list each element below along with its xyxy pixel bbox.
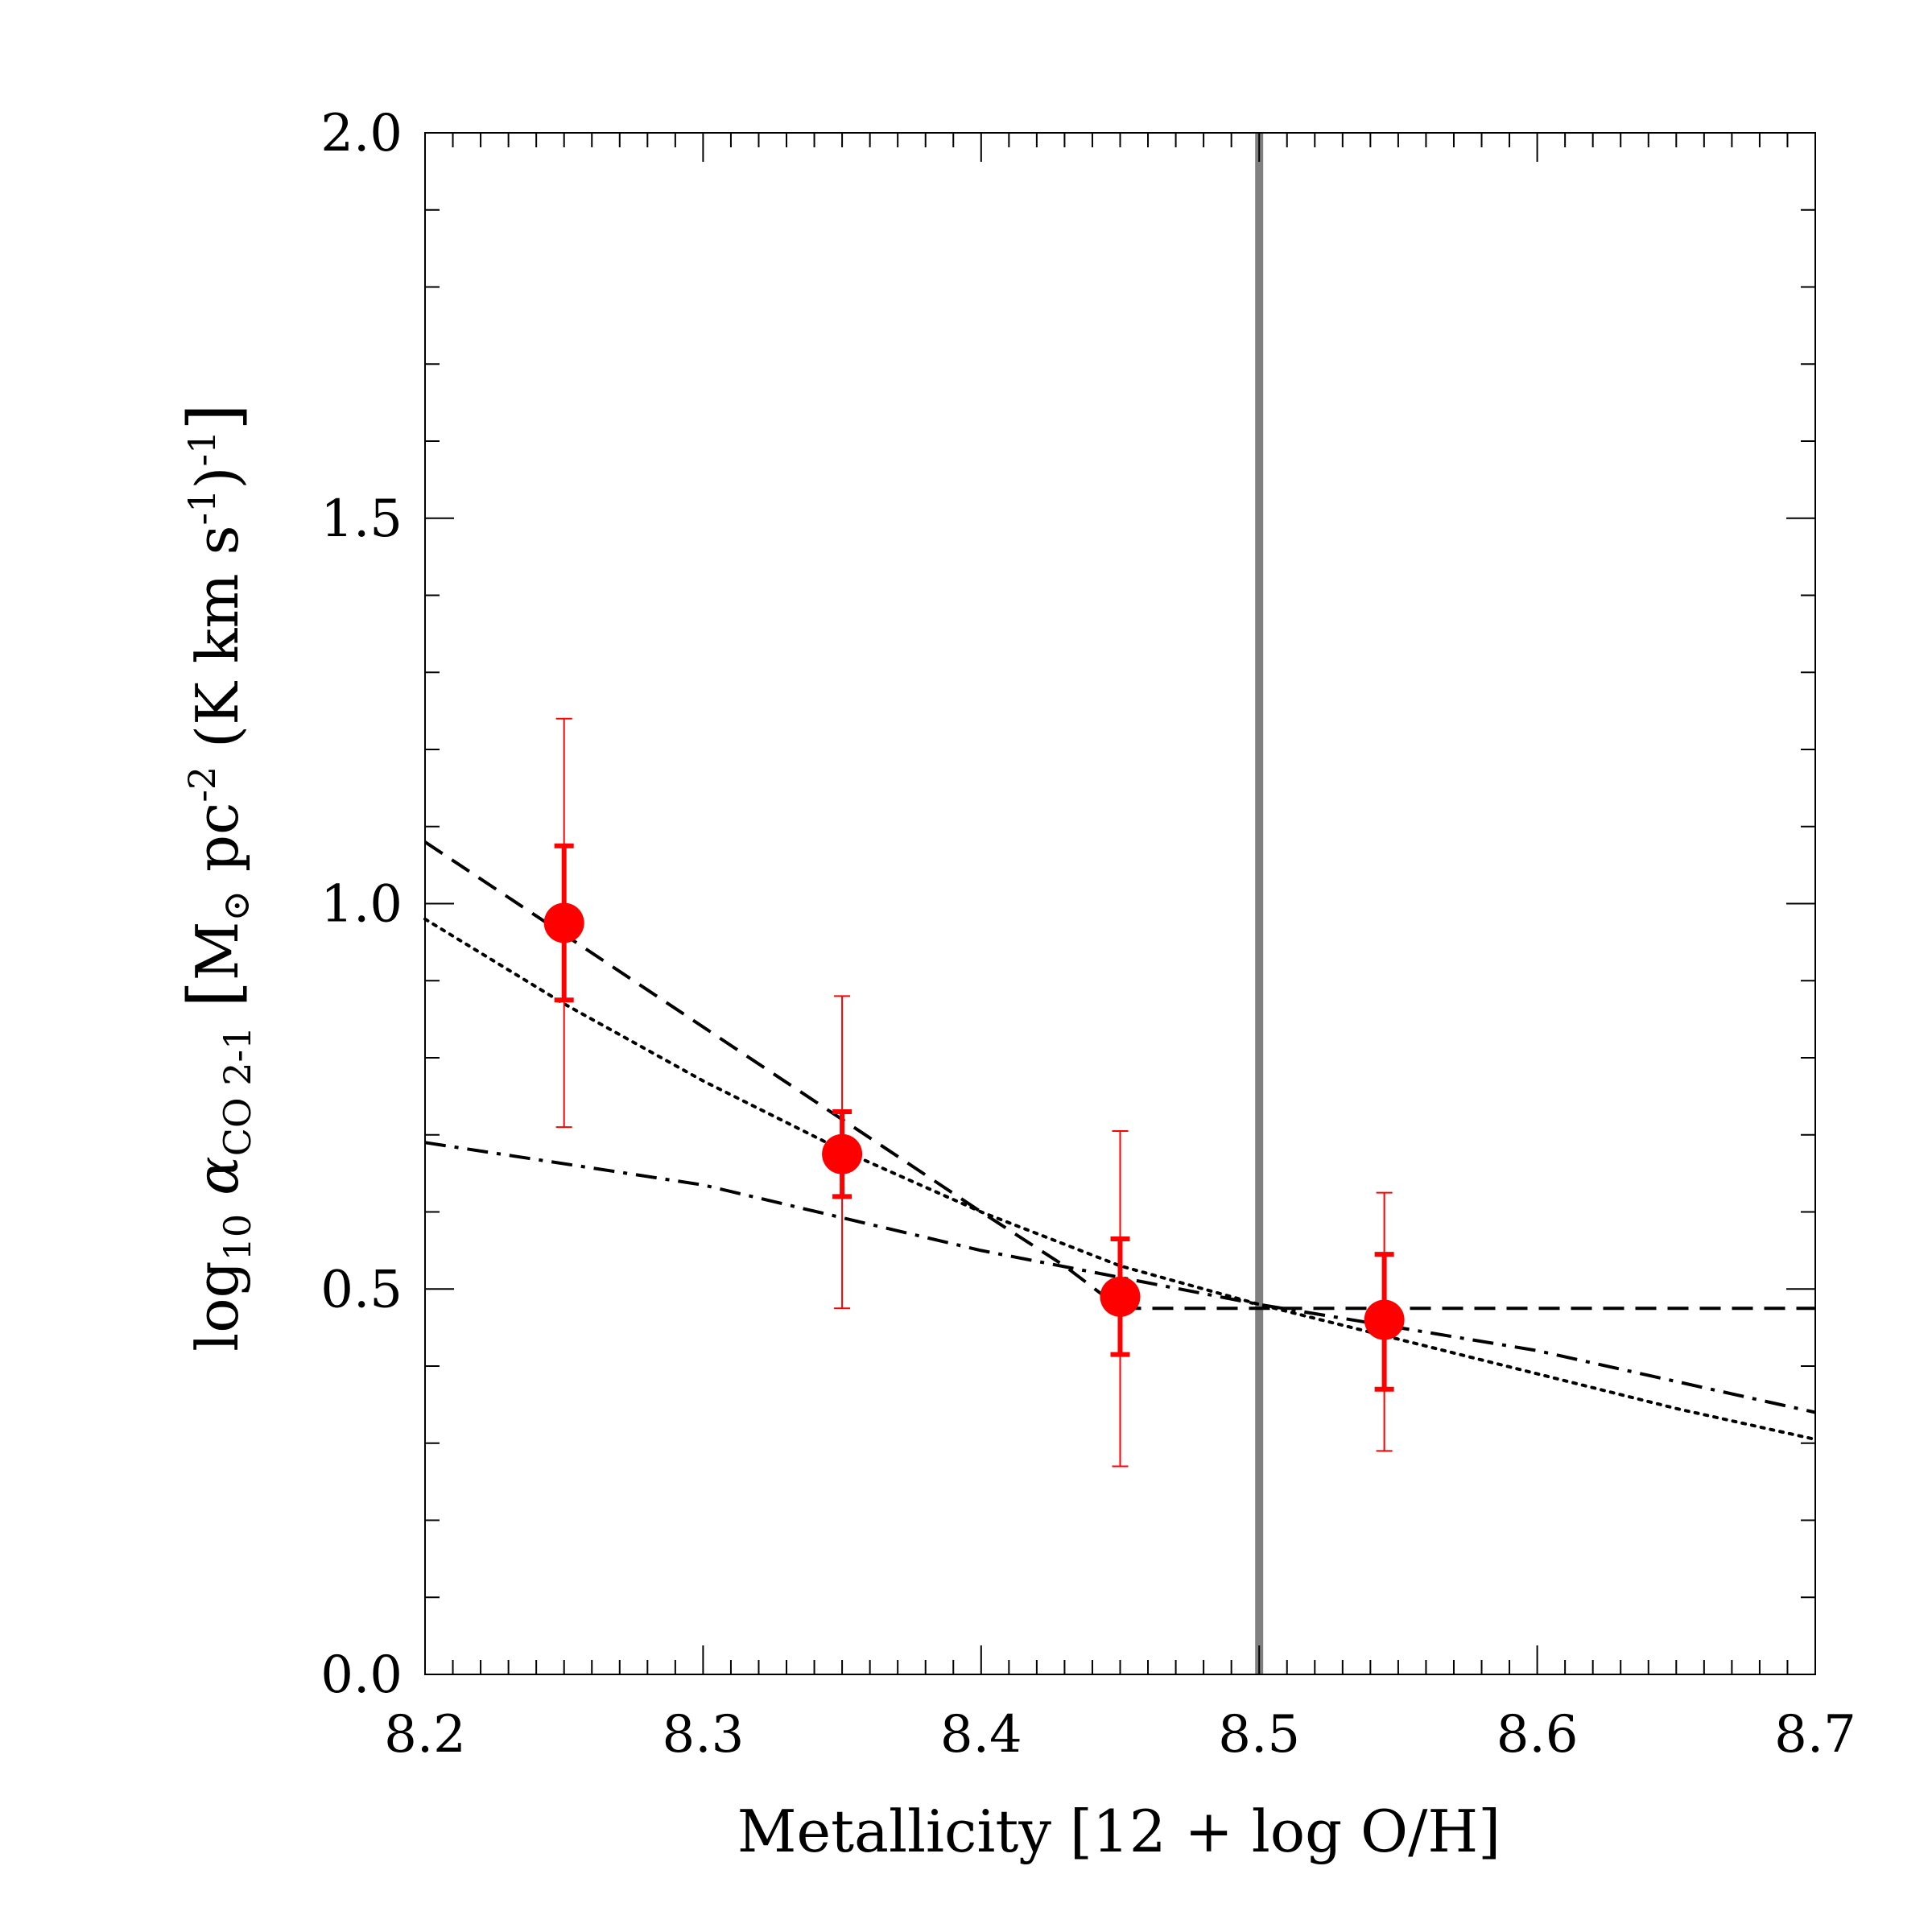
x-tick-label: 8.2 [384,1705,466,1765]
y-axis-title-mass: M [184,922,251,981]
data-point-marker [822,1133,863,1174]
x-tick-label: 8.5 [1218,1705,1300,1765]
data-point-3 [1100,1129,1141,1468]
x-tick-label: 8.4 [940,1705,1022,1765]
y-axis-title-outer-exponent: -1 [180,431,224,467]
dashed-curve [423,840,1815,1311]
y-tick-label: 0.5 [320,1260,402,1319]
y-axis-title-log-subscript: 10 [216,1214,259,1261]
y-axis-title: log10 αCO 2-1 [M⊙ pc-2 (K km s-1)-1] [174,403,259,1352]
y-axis-title-pc-exponent: -2 [180,766,224,803]
y-axis-title-open-bracket: [ [174,980,254,1008]
y-axis-title-close-bracket: ] [174,403,254,431]
y-tick-label: 1.5 [320,489,402,549]
data-point-marker [543,902,584,943]
dotted-curve [423,917,1817,1441]
x-tick-label: 8.3 [663,1705,745,1765]
data-point-2 [822,995,863,1310]
data-point-1 [543,717,584,1129]
y-tick-label: 1.0 [320,875,402,935]
x-tick-label: 8.7 [1774,1705,1856,1765]
y-axis-title-close-paren: ) [184,467,251,489]
data-point-marker [1100,1276,1141,1317]
x-axis-title: Metallicity [12 + log O/H] [737,1798,1501,1865]
y-axis-title-s-exponent: -1 [180,489,224,526]
y-axis-title-sun-symbol: ⊙ [214,890,258,922]
y-tick-label: 2.0 [320,104,402,163]
y-axis-title-alpha: α [184,1156,251,1195]
axes: 8.2 8.3 8.4 8.5 8.6 8.7 0.0 0.5 1.0 1.5 2.0 [320,104,1856,1765]
data-point-4 [1364,1191,1405,1452]
y-axis-title-pc: pc [184,803,251,890]
data-point-marker [1364,1299,1405,1340]
y-axis-title-alpha-subscript: CO 2-1 [216,1026,259,1157]
plot-area [423,133,1817,1674]
x-tick-label: 8.6 [1496,1705,1579,1765]
y-axis-title-log: log [184,1261,251,1351]
y-axis-title-k-km-s: (K km s [184,525,251,766]
y-tick-label: 0.0 [320,1645,402,1705]
